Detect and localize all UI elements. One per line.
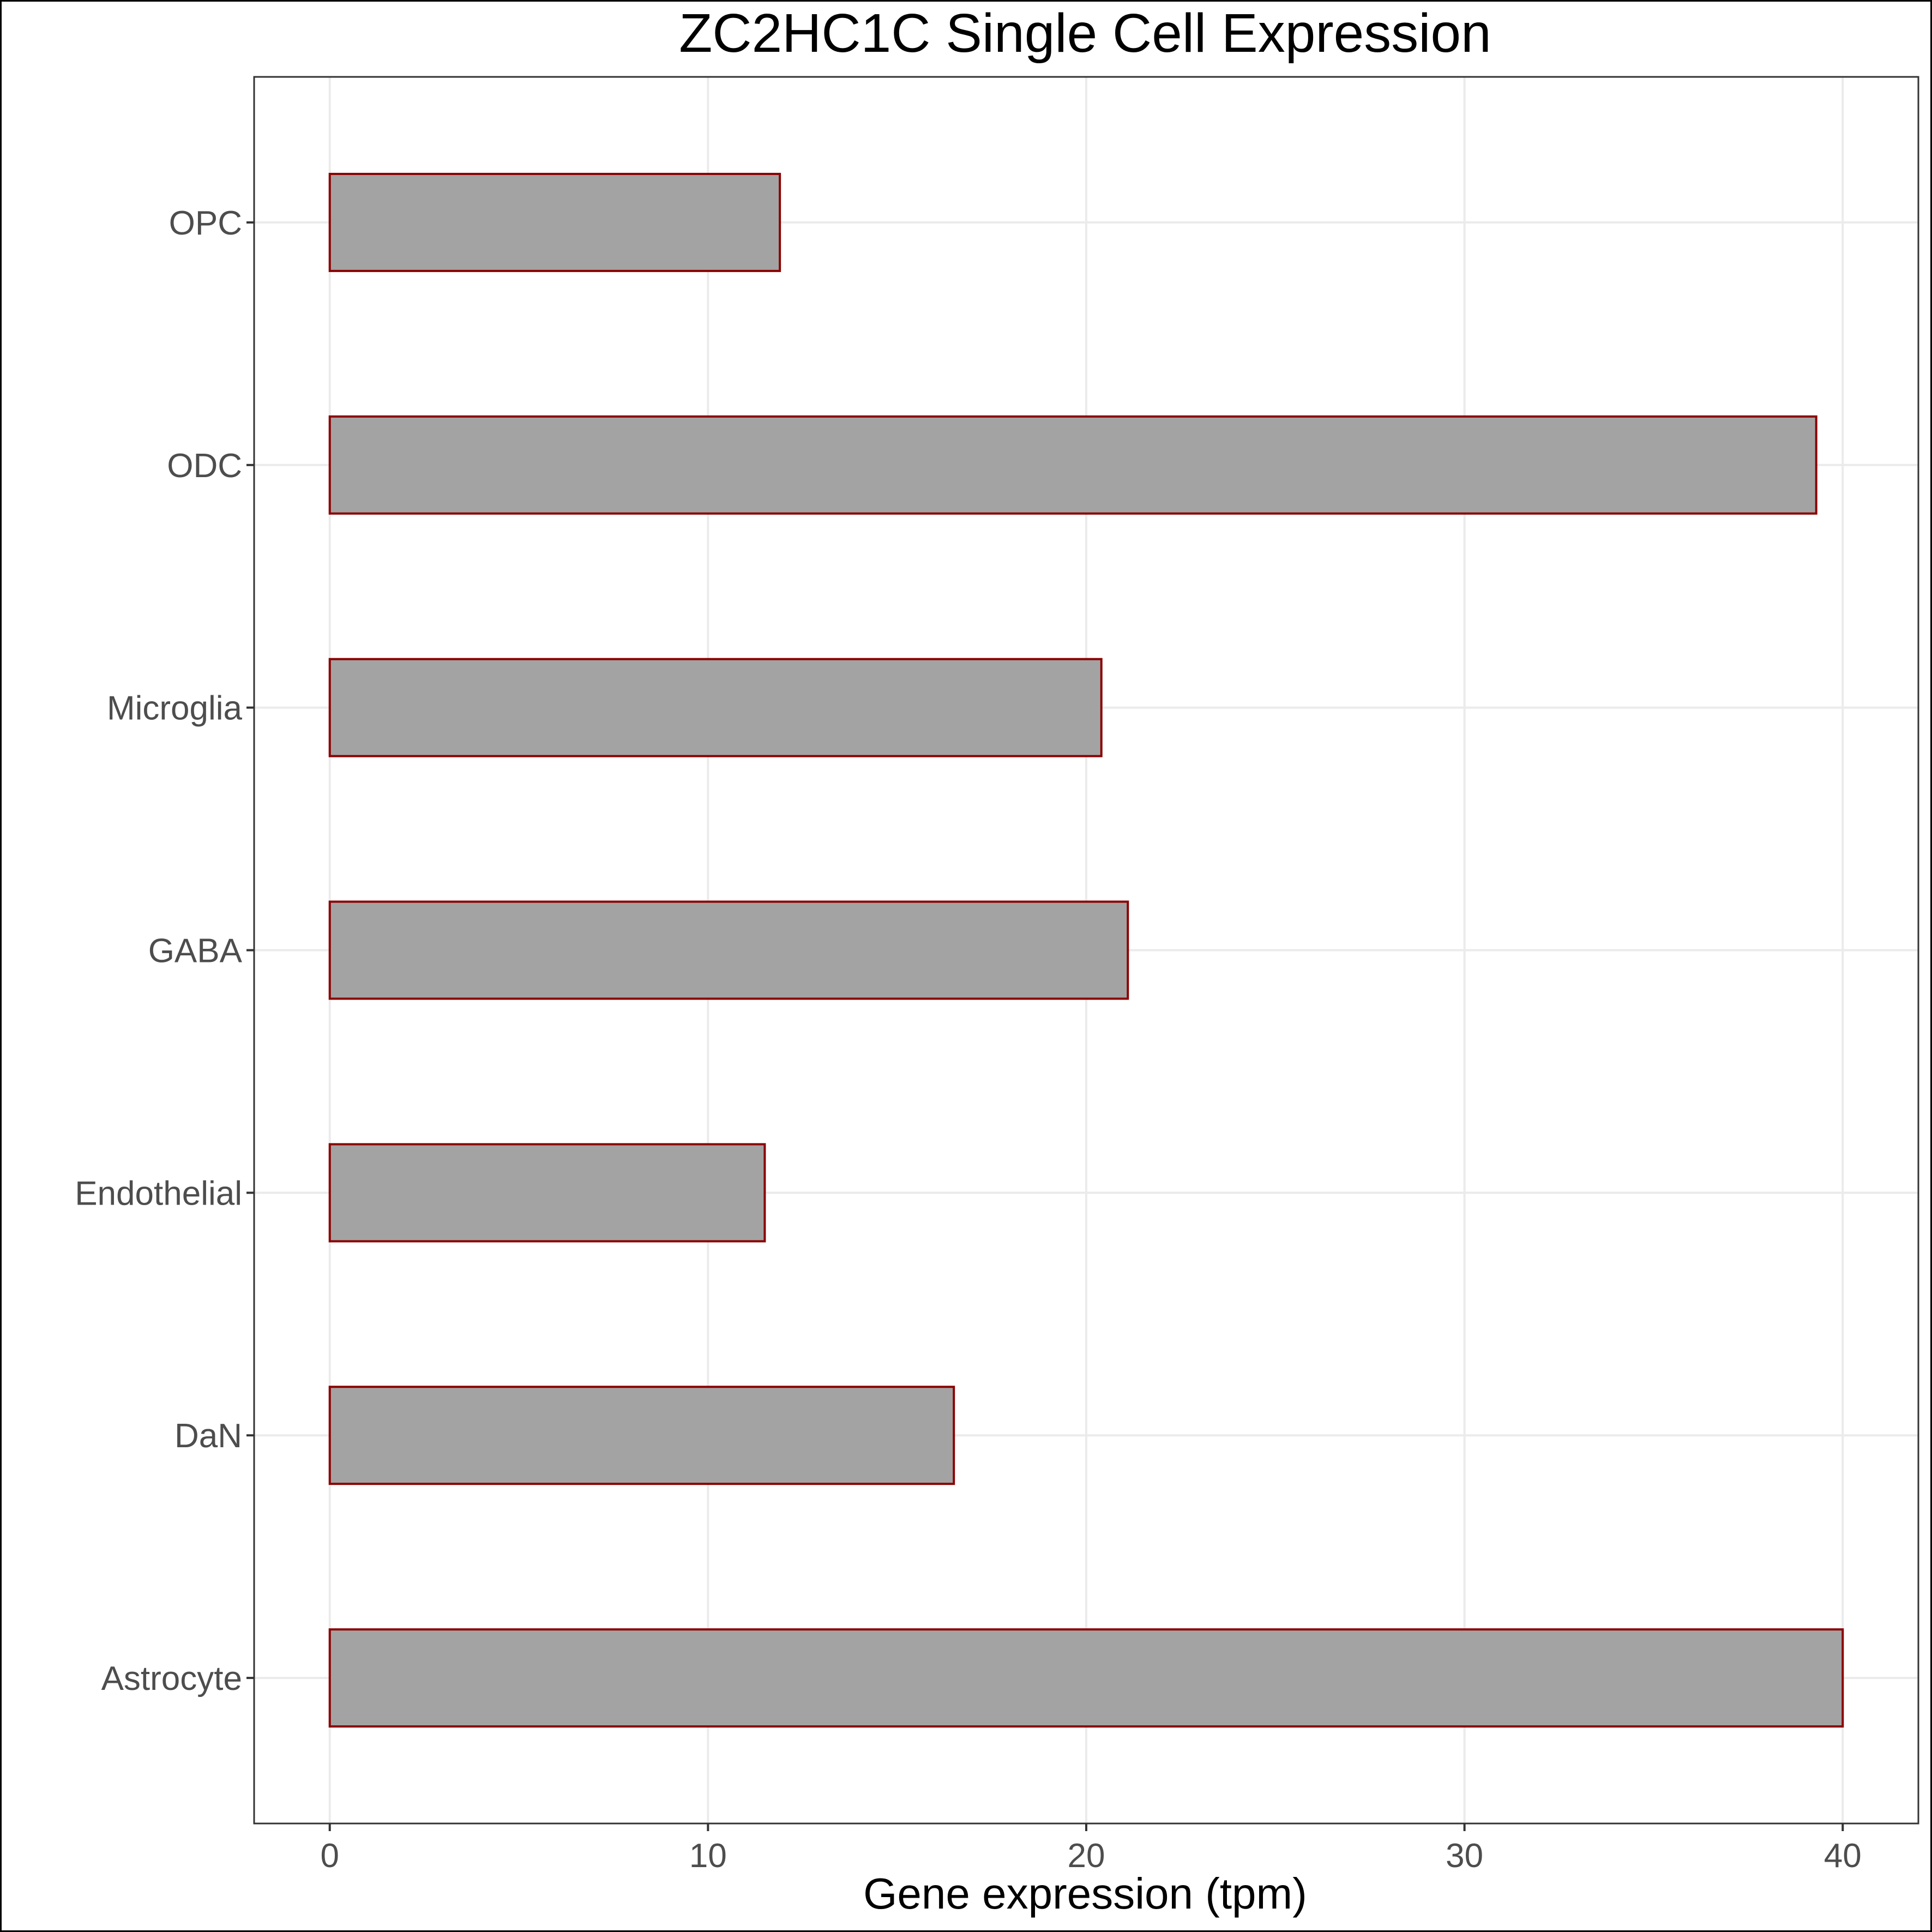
x-tick-label: 40 — [1824, 1837, 1862, 1875]
y-tick-label: Microglia — [107, 690, 243, 727]
axis-ticks — [246, 221, 1844, 1831]
y-tick-label: Endothelial — [75, 1175, 242, 1212]
y-tick-label: OPC — [169, 204, 242, 242]
x-tick-label: 20 — [1068, 1837, 1105, 1875]
chart-title: ZC2HC1C Single Cell Expression — [679, 3, 1491, 64]
bar-microglia — [328, 658, 1103, 757]
bar-odc — [328, 415, 1817, 515]
y-tick-label: Astrocyte — [101, 1660, 242, 1698]
bars — [328, 172, 1844, 1728]
x-axis-title: Gene expression (tpm) — [863, 1869, 1307, 1918]
bar-opc — [328, 172, 781, 272]
bar-astrocyte — [328, 1628, 1844, 1728]
y-tick-label: DaN — [174, 1417, 242, 1455]
x-tick-label: 0 — [320, 1837, 339, 1875]
bar-gaba — [328, 900, 1129, 1000]
bar-dan — [328, 1386, 955, 1485]
x-tick-label: 10 — [689, 1837, 727, 1875]
x-tick-label: 30 — [1446, 1837, 1483, 1875]
tick-labels: 0 10 20 30 40 Astrocyte DaN Endothelial GABA Micr… — [75, 204, 1862, 1875]
y-tick-label: ODC — [167, 447, 242, 485]
y-tick-label: GABA — [148, 932, 243, 970]
bar-endothelial — [328, 1143, 766, 1243]
